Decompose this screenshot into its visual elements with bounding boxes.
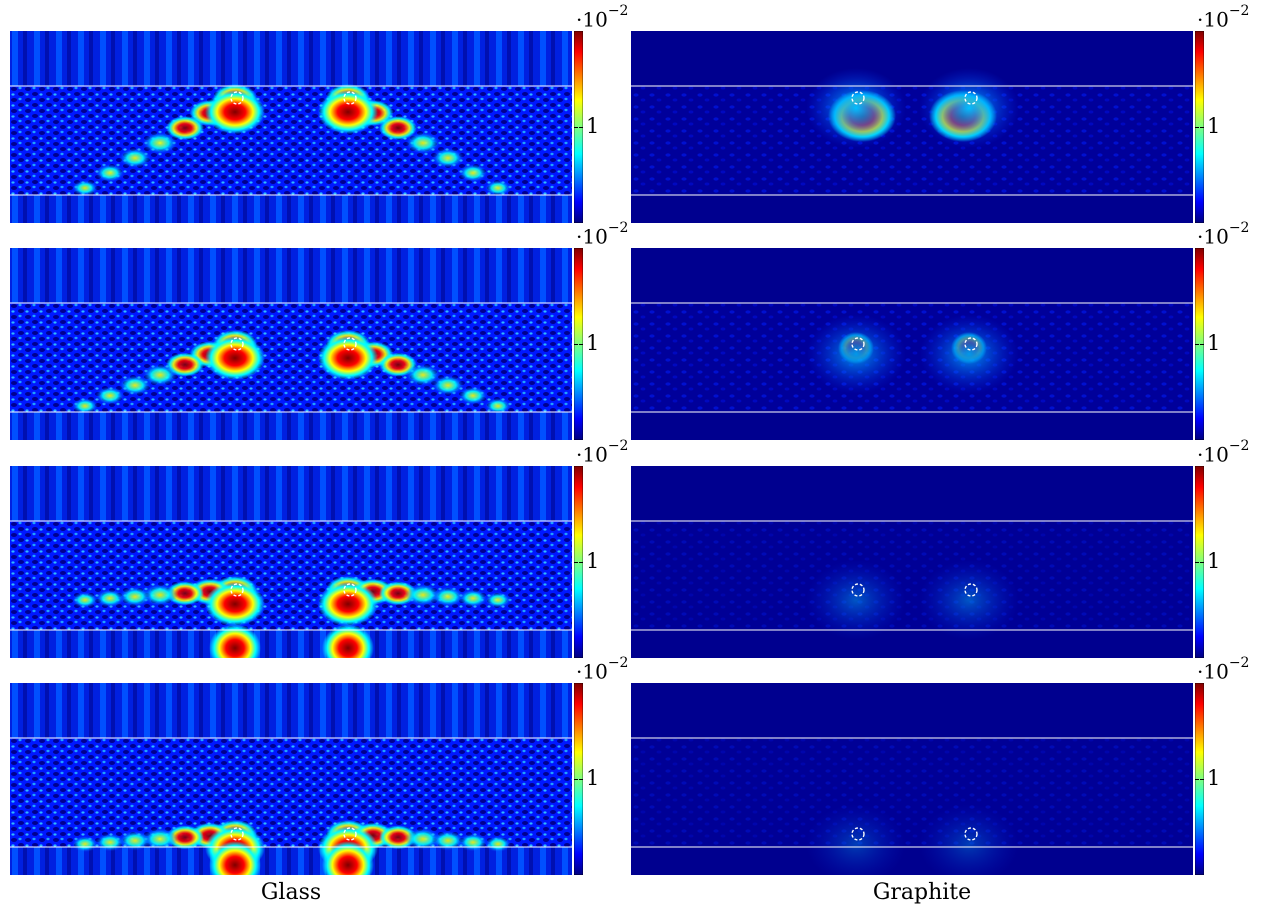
colorbar-tick-label: 1	[1207, 114, 1221, 138]
field-lobe-left	[806, 314, 906, 394]
field-lobe-left	[72, 330, 265, 414]
scatterer-marker	[851, 827, 865, 841]
field-lobe-left	[806, 68, 906, 148]
scatterer-marker	[343, 91, 357, 105]
scatterer-marker	[964, 91, 978, 105]
colorbar-tick-label: 1	[586, 331, 600, 355]
field-lobe-right	[919, 314, 1019, 394]
heatmap-panel-graphite-3	[631, 466, 1193, 658]
field-lobe-left	[806, 560, 906, 640]
field-lobe-right	[318, 820, 511, 875]
scatterer-marker	[964, 827, 978, 841]
field-lobe-left	[72, 820, 265, 875]
column-title-graphite: Graphite	[872, 880, 972, 905]
colorbar-exponent: ·10−2	[1197, 3, 1250, 32]
heatmap-panel-glass-4	[10, 683, 572, 875]
field-lobe-right	[318, 330, 511, 414]
scatterer-marker	[851, 91, 865, 105]
colorbar	[1194, 247, 1205, 441]
colorbar-tick-label: 1	[586, 114, 600, 138]
colorbar	[573, 682, 584, 876]
scatterer-marker	[343, 583, 357, 597]
colorbar-tick-label: 1	[586, 766, 600, 790]
colorbar-tick-label: 1	[1207, 549, 1221, 573]
colorbar	[573, 247, 584, 441]
colorbar-exponent: ·10−2	[576, 220, 629, 249]
colorbar	[573, 30, 584, 224]
scatterer-marker	[230, 827, 244, 841]
scatterer-marker	[851, 337, 865, 351]
colorbar-tick-label: 1	[586, 549, 600, 573]
heatmap-panel-glass-2	[10, 248, 572, 440]
field-lobe-right	[919, 560, 1019, 640]
colorbar	[1194, 465, 1205, 659]
colorbar-exponent: ·10−2	[576, 3, 629, 32]
colorbar-exponent: ·10−2	[576, 438, 629, 467]
heatmap-panel-graphite-1	[631, 31, 1193, 223]
field-lobe-right	[318, 84, 511, 196]
scatterer-marker	[964, 337, 978, 351]
scatterer-marker	[343, 827, 357, 841]
field-lobe-right	[318, 576, 511, 658]
colorbar-exponent: ·10−2	[1197, 220, 1250, 249]
colorbar-exponent: ·10−2	[576, 655, 629, 684]
heatmap-panel-glass-3	[10, 466, 572, 658]
column-title-glass: Glass	[260, 880, 322, 905]
heatmap-panel-graphite-4	[631, 683, 1193, 875]
scatterer-marker	[964, 583, 978, 597]
field-lobe-right	[919, 68, 1019, 148]
field-lobe-left	[72, 576, 265, 658]
heatmap-panel-graphite-2	[631, 248, 1193, 440]
scatterer-marker	[230, 583, 244, 597]
scatterer-marker	[343, 337, 357, 351]
colorbar	[573, 465, 584, 659]
heatmap-panel-glass-1	[10, 31, 572, 223]
colorbar-exponent: ·10−2	[1197, 655, 1250, 684]
colorbar	[1194, 30, 1205, 224]
colorbar-tick-label: 1	[1207, 766, 1221, 790]
colorbar-exponent: ·10−2	[1197, 438, 1250, 467]
scatterer-marker	[851, 583, 865, 597]
field-lobe-left	[72, 84, 265, 196]
colorbar-tick-label: 1	[1207, 331, 1221, 355]
scatterer-marker	[230, 337, 244, 351]
colorbar	[1194, 682, 1205, 876]
scatterer-marker	[230, 91, 244, 105]
